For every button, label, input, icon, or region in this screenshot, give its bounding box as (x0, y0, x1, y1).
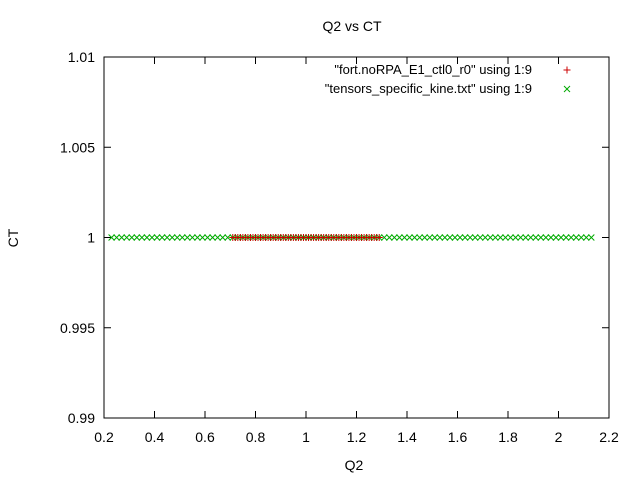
data-point-series-1 (194, 234, 201, 241)
data-point-series-1 (557, 234, 565, 241)
data-point-series-1 (502, 234, 509, 241)
data-point-series-1 (436, 234, 444, 241)
data-point-series-1 (199, 234, 206, 241)
chart-title: Q2 vs CT (322, 18, 382, 34)
data-point-series-1 (517, 234, 524, 241)
x-tick-label: 1.8 (498, 429, 518, 445)
data-point-series-1 (497, 234, 504, 241)
data-point-series-1 (189, 234, 196, 241)
data-point-series-1 (512, 234, 519, 241)
y-tick-label: 1.005 (60, 139, 95, 155)
data-point-series-1 (133, 234, 141, 241)
data-point-series-1 (522, 234, 530, 241)
data-point-series-1 (416, 234, 423, 241)
x-tick-label: 0.8 (246, 429, 266, 445)
data-point-series-1 (552, 234, 560, 241)
data-point-series-1 (486, 234, 494, 241)
x-tick-label: 1 (302, 429, 310, 445)
x-tick-label: 2 (555, 429, 563, 445)
x-tick-label: 1.4 (397, 429, 417, 445)
y-tick-label: 0.99 (68, 410, 95, 426)
data-point-series-1 (113, 234, 120, 241)
data-point-series-1 (582, 234, 590, 241)
data-point-series-1 (385, 234, 393, 241)
data-point-series-1 (183, 234, 191, 241)
y-tick-label: 1.01 (68, 49, 95, 65)
data-point-series-1 (143, 234, 151, 241)
data-point-series-1 (209, 234, 216, 241)
data-point-series-1 (542, 234, 550, 241)
data-point-series-1 (461, 234, 469, 241)
data-point-series-1 (426, 234, 434, 241)
data-point-series-1 (577, 234, 585, 241)
data-point-series-1 (406, 234, 413, 241)
y-axis-label: CT (5, 228, 21, 247)
data-point-series-1 (476, 234, 484, 241)
data-point-series-1 (451, 234, 459, 241)
data-point-series-1 (168, 234, 176, 241)
legend: "fort.noRPA_E1_ctl0_r0" using 1:9 "tenso… (325, 62, 571, 96)
data-point-series-1 (204, 234, 211, 241)
data-point-series-1 (411, 234, 418, 241)
data-point-series-1 (421, 234, 429, 241)
data-point-series-1 (466, 234, 474, 241)
data-point-series-1 (128, 234, 136, 241)
data-point-series-1 (118, 234, 126, 241)
data-point-series-1 (471, 234, 479, 241)
x-tick-label: 0.6 (195, 429, 215, 445)
data-point-series-1 (492, 234, 499, 241)
data-point-series-1 (108, 234, 115, 241)
data-point-series-1 (527, 234, 535, 241)
data-point-series-1 (148, 234, 156, 241)
data-point-series-1 (562, 234, 570, 241)
y-tick-label: 0.995 (60, 320, 95, 336)
data-point-series-1 (456, 234, 464, 241)
data-point-series-1 (178, 234, 186, 241)
series-layer (108, 234, 595, 241)
x-tick-label: 0.4 (145, 429, 165, 445)
data-point-series-1 (441, 234, 449, 241)
x-tick-label: 1.2 (347, 429, 367, 445)
data-point-series-1 (163, 234, 171, 241)
legend-entry-fort: "fort.noRPA_E1_ctl0_r0" using 1:9 (334, 62, 532, 77)
data-point-series-1 (219, 234, 227, 241)
data-point-series-1 (224, 234, 232, 241)
data-point-series-1 (446, 234, 454, 241)
legend-marker-cross (563, 85, 571, 93)
data-point-series-1 (572, 234, 580, 241)
legend-marker-plus (563, 66, 571, 74)
data-point-series-1 (138, 234, 146, 241)
legend-entry-tensors: "tensors_specific_kine.txt" using 1:9 (325, 81, 532, 96)
data-point-series-1 (158, 234, 166, 241)
data-point-series-1 (532, 234, 540, 241)
data-point-series-1 (214, 234, 221, 241)
data-point-series-1 (587, 234, 595, 241)
data-point-series-1 (567, 234, 575, 241)
data-point-series-1 (547, 234, 555, 241)
x-tick-label: 2.2 (599, 429, 619, 445)
data-point-series-1 (380, 234, 388, 241)
data-point-series-1 (481, 234, 489, 241)
data-point-series-1 (173, 234, 181, 241)
data-point-series-0 (375, 234, 383, 241)
axis-ticks: 0.2 0.4 0.6 0.8 1 1.2 1.4 1.6 1.8 2 2.2 0.99 0.995 1 1… (60, 49, 619, 445)
x-tick-label: 1.6 (448, 429, 468, 445)
y-tick-label: 1 (87, 230, 95, 246)
data-point-series-1 (396, 234, 403, 241)
data-point-series-1 (537, 234, 545, 241)
data-point-series-1 (401, 234, 408, 241)
data-point-series-1 (431, 234, 439, 241)
x-tick-label: 0.2 (94, 429, 114, 445)
data-point-series-1 (507, 234, 514, 241)
data-point-series-1 (153, 234, 161, 241)
data-point-series-1 (123, 234, 131, 241)
data-point-series-1 (391, 234, 398, 241)
x-axis-label: Q2 (345, 457, 364, 473)
